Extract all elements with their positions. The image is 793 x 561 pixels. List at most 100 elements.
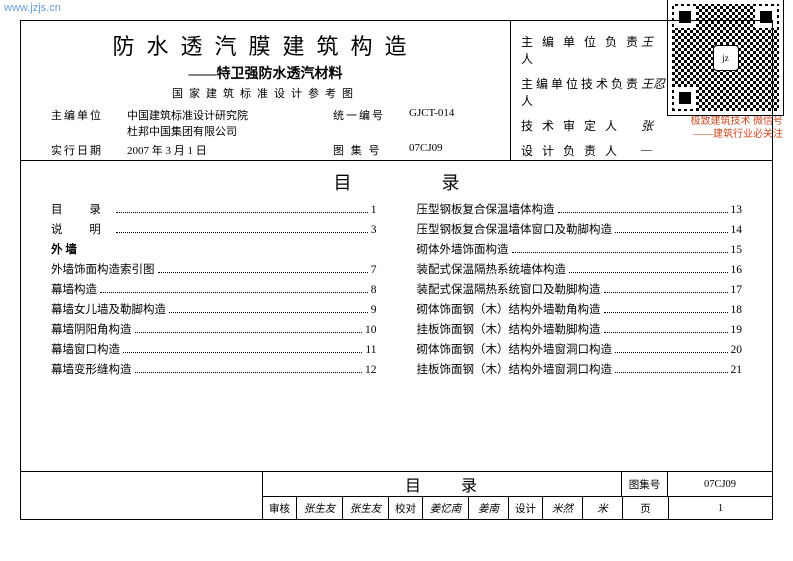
toc-entry-page: 19 bbox=[731, 324, 743, 336]
toc-entry: 压型钢板复合保温墙体构造 13 bbox=[417, 201, 743, 217]
meta-key: 主编单位 bbox=[51, 107, 121, 123]
toc-entry: 挂板饰面钢（木）结构外墙窗洞口构造21 bbox=[417, 361, 743, 377]
toc-heading: 目录 bbox=[51, 169, 742, 195]
meta-value: 中国建筑标准设计研究院杜邦中国集团有限公司 bbox=[127, 107, 327, 139]
toc-leader-dots bbox=[169, 312, 368, 313]
toc-leader-dots bbox=[569, 272, 728, 273]
header-row: 防水透汽膜建筑构造 特卫强防水透汽材料 国家建筑标准设计参考图 主编单位中国建筑… bbox=[21, 21, 772, 161]
toc-entry: 幕墙阴阳角构造10 bbox=[51, 321, 377, 337]
meta-value: GJCT-014 bbox=[409, 107, 499, 139]
toc-entry-page: 8 bbox=[371, 284, 377, 296]
bottom-cell: 张生友 bbox=[343, 497, 389, 519]
toc-leader-dots bbox=[123, 352, 362, 353]
bottom-bar: 目录 图集号 07CJ09 审核张生友张生友校对姜忆南姜南设计米然米页1 bbox=[21, 471, 772, 519]
bottom-row1: 目录 图集号 07CJ09 bbox=[263, 472, 772, 497]
toc-leader-dots bbox=[604, 292, 728, 293]
toc-entry: 幕墙窗口构造11 bbox=[51, 341, 377, 357]
toc-entry-title: 外 墙 bbox=[51, 241, 77, 257]
toc-entry-title: 挂板饰面钢（木）结构外墙窗洞口构造 bbox=[417, 361, 613, 377]
toc-entry-title: 挂板饰面钢（木）结构外墙勒脚构造 bbox=[417, 321, 601, 337]
responsible-signature: — bbox=[641, 142, 652, 159]
toc-entry-title: 外墙饰面构造索引图 bbox=[51, 261, 155, 277]
toc-entry: 说 明3 bbox=[51, 221, 377, 237]
document-title: 防水透汽膜建筑构造 bbox=[41, 29, 490, 61]
bottom-cell: 设计 bbox=[509, 497, 543, 519]
toc-entry-page: 13 bbox=[731, 204, 743, 216]
toc-entry-page: 12 bbox=[365, 364, 377, 376]
responsible-signature: 王忍 bbox=[641, 75, 665, 109]
toc-entry-page: 3 bbox=[371, 224, 377, 236]
toc-entry: 砌体饰面钢（木）结构外墙窗洞口构造20 bbox=[417, 341, 743, 357]
toc-entry-page: 20 bbox=[731, 344, 743, 356]
responsible-row: 技 术 审 定 人张 bbox=[521, 117, 762, 134]
toc-leader-dots bbox=[116, 232, 368, 233]
bottom-cell: 姜忆南 bbox=[423, 497, 469, 519]
toc-entry: 装配式保温隔热系统窗口及勒脚构造 17 bbox=[417, 281, 743, 297]
meta-value: 07CJ09 bbox=[409, 142, 499, 158]
responsible-label: 技 术 审 定 人 bbox=[521, 117, 641, 134]
bottom-cell: 姜南 bbox=[469, 497, 509, 519]
bottom-cell: 张生友 bbox=[297, 497, 343, 519]
toc-columns: 目 录 1 说 明3 外 墙外墙饰面构造索引图 7 幕墙构造8 幕墙女儿墙及勒脚构造9 幕墙阴… bbox=[51, 201, 742, 381]
bottom-cell: 页 bbox=[623, 497, 669, 519]
toc-leader-dots bbox=[512, 252, 728, 253]
toc-leader-dots bbox=[100, 292, 368, 293]
bottom-mulu: 目录 bbox=[263, 472, 622, 496]
toc-entry: 幕墙变形缝构造 12 bbox=[51, 361, 377, 377]
meta-key: 图 集 号 bbox=[333, 142, 403, 158]
toc-entry: 幕墙构造8 bbox=[51, 281, 377, 297]
document-ref-line: 国家建筑标准设计参考图 bbox=[41, 85, 490, 101]
toc-entry-title: 压型钢板复合保温墙体构造 bbox=[417, 201, 555, 217]
bottom-cell: 1 bbox=[669, 497, 772, 519]
toc-entry-title: 装配式保温隔热系统窗口及勒脚构造 bbox=[417, 281, 601, 297]
toc-entry: 装配式保温隔热系统墙体构造16 bbox=[417, 261, 743, 277]
toc-entry: 外墙饰面构造索引图 7 bbox=[51, 261, 377, 277]
bottom-row2: 审核张生友张生友校对姜忆南姜南设计米然米页1 bbox=[263, 497, 772, 519]
toc-leader-dots bbox=[615, 372, 728, 373]
meta-key: 统一编号 bbox=[333, 107, 403, 139]
meta-key: 实行日期 bbox=[51, 142, 121, 158]
toc-entry: 压型钢板复合保温墙体窗口及勒脚构造14 bbox=[417, 221, 743, 237]
toc-entry-title: 幕墙阴阳角构造 bbox=[51, 321, 132, 337]
toc-leader-dots bbox=[615, 352, 728, 353]
toc-entry-title: 幕墙变形缝构造 bbox=[51, 361, 132, 377]
toc-entry-title: 砌体外墙饰面构造 bbox=[417, 241, 509, 257]
bottom-tuji-label: 图集号 bbox=[622, 472, 668, 496]
toc-entry-title: 目 录 bbox=[51, 201, 113, 217]
toc-entry: 外 墙 bbox=[51, 241, 377, 257]
responsible-label: 主编单位技术负责人 bbox=[521, 75, 641, 109]
toc-entry-title: 幕墙窗口构造 bbox=[51, 341, 120, 357]
bottom-cell: 校对 bbox=[389, 497, 423, 519]
meta-grid: 主编单位中国建筑标准设计研究院杜邦中国集团有限公司统一编号GJCT-014实行日… bbox=[51, 107, 490, 158]
responsible-row: 主 编 单 位 负 责 人王 bbox=[521, 33, 762, 67]
responsible-signature: 张 bbox=[641, 117, 653, 134]
toc-leader-dots bbox=[604, 332, 728, 333]
document-subtitle: 特卫强防水透汽材料 bbox=[41, 63, 490, 83]
toc-entry: 目 录 1 bbox=[51, 201, 377, 217]
toc-entry-title: 装配式保温隔热系统墙体构造 bbox=[417, 261, 567, 277]
bottom-cell: 米 bbox=[583, 497, 623, 519]
header-left: 防水透汽膜建筑构造 特卫强防水透汽材料 国家建筑标准设计参考图 主编单位中国建筑… bbox=[21, 21, 511, 160]
toc-entry-page: 18 bbox=[731, 304, 743, 316]
toc-entry-page: 17 bbox=[731, 284, 743, 296]
toc-entry: 幕墙女儿墙及勒脚构造9 bbox=[51, 301, 377, 317]
toc-entry-title: 砌体饰面钢（木）结构外墙勒角构造 bbox=[417, 301, 601, 317]
toc-leader-dots bbox=[116, 212, 368, 213]
bottom-left-blank bbox=[21, 472, 262, 519]
toc-entry-page: 14 bbox=[731, 224, 743, 236]
toc-entry-page: 7 bbox=[371, 264, 377, 276]
toc-region: 目录 目 录 1 说 明3 外 墙外墙饰面构造索引图 7 幕墙构造8 幕墙女儿墙及勒脚构造9… bbox=[21, 161, 772, 471]
responsible-signature: 王 bbox=[641, 33, 653, 67]
toc-entry-page: 15 bbox=[731, 244, 743, 256]
meta-value: 2007 年 3 月 1 日 bbox=[127, 142, 327, 158]
toc-leader-dots bbox=[135, 372, 363, 373]
toc-entry-title: 幕墙女儿墙及勒脚构造 bbox=[51, 301, 166, 317]
document-frame: 防水透汽膜建筑构造 特卫强防水透汽材料 国家建筑标准设计参考图 主编单位中国建筑… bbox=[20, 20, 773, 520]
bottom-right-table: 目录 图集号 07CJ09 审核张生友张生友校对姜忆南姜南设计米然米页1 bbox=[262, 472, 772, 519]
responsible-label: 主 编 单 位 负 责 人 bbox=[521, 33, 641, 67]
toc-leader-dots bbox=[615, 232, 728, 233]
toc-leader-dots bbox=[135, 332, 363, 333]
toc-entry: 砌体饰面钢（木）结构外墙勒角构造 18 bbox=[417, 301, 743, 317]
toc-leader-dots bbox=[604, 312, 728, 313]
toc-entry-page: 1 bbox=[371, 204, 377, 216]
